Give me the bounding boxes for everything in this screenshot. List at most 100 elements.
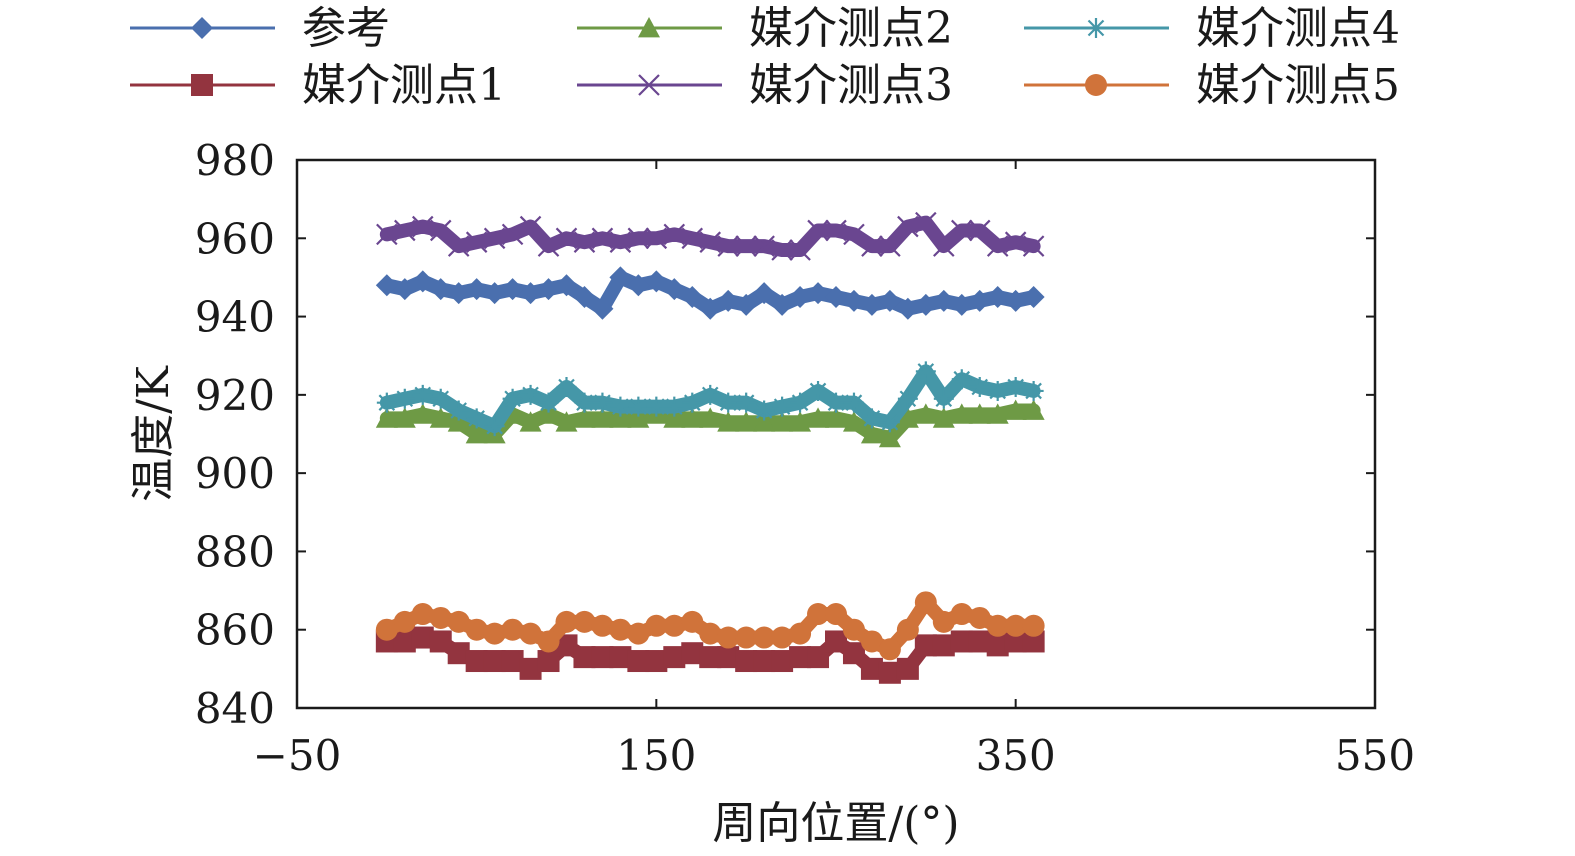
- data-point: [808, 380, 829, 401]
- data-point: [502, 388, 523, 409]
- data-point: [771, 411, 794, 432]
- legend-item: 媒介测点3: [577, 60, 953, 111]
- y-tick-label: 900: [195, 449, 275, 498]
- legend-label: 媒介测点3: [749, 60, 953, 111]
- data-point: [700, 384, 721, 405]
- data-point: [753, 235, 775, 257]
- data-point: [393, 407, 416, 428]
- data-point: [448, 400, 469, 421]
- data-point: [645, 614, 668, 637]
- data-point: [681, 610, 704, 633]
- series-layer: [375, 211, 1045, 684]
- data-point: [879, 412, 900, 433]
- data-point: [466, 408, 487, 429]
- data-point: [860, 423, 883, 444]
- data-point: [896, 297, 919, 320]
- data-point: [736, 392, 757, 413]
- legend-label: 媒介测点2: [749, 3, 953, 54]
- data-point: [1022, 286, 1045, 308]
- legend-label: 媒介测点4: [1196, 3, 1400, 54]
- data-point: [771, 626, 794, 649]
- data-point: [465, 278, 488, 301]
- data-point: [465, 618, 488, 641]
- data-point: [1004, 399, 1027, 420]
- y-tick-label: 920: [195, 371, 275, 420]
- data-point: [501, 278, 524, 301]
- data-point: [860, 657, 883, 680]
- data-point: [1022, 614, 1045, 637]
- series-6: [375, 591, 1045, 661]
- data-point: [771, 293, 794, 316]
- data-point: [825, 603, 847, 626]
- data-point: [411, 215, 434, 238]
- series-1: [375, 266, 1045, 320]
- data-point: [878, 638, 901, 661]
- data-point: [627, 650, 650, 673]
- data-point: [663, 646, 686, 669]
- data-point: [628, 396, 649, 417]
- data-point: [394, 388, 415, 409]
- data-point: [717, 646, 740, 669]
- data-point: [914, 403, 937, 424]
- data-point: [483, 622, 506, 645]
- data-point: [376, 223, 398, 246]
- data-point: [950, 219, 973, 242]
- data-point: [681, 286, 704, 308]
- data-point: [429, 630, 452, 653]
- data-point: [573, 231, 596, 253]
- data-point: [915, 361, 936, 382]
- legend-marker: [638, 74, 660, 96]
- data-point: [825, 286, 847, 308]
- legend-marker: [638, 17, 660, 38]
- data-point: [573, 286, 596, 308]
- data-point: [987, 380, 1008, 401]
- data-point: [699, 622, 722, 645]
- data-point: [663, 278, 686, 301]
- data-point: [555, 411, 578, 432]
- data-point: [393, 610, 416, 633]
- data-point: [825, 219, 847, 242]
- data-point: [807, 407, 830, 428]
- x-tick-label: −50: [253, 731, 342, 780]
- data-point: [627, 407, 650, 428]
- data-point: [393, 630, 416, 653]
- data-point: [556, 377, 577, 398]
- data-point: [1023, 380, 1044, 401]
- data-point: [968, 606, 991, 629]
- legend-item: 媒介测点5: [1024, 60, 1400, 111]
- data-point: [699, 407, 722, 428]
- data-point: [718, 392, 739, 413]
- legend-item: 媒介测点4: [1024, 3, 1400, 54]
- x-axis: −50 150 350 550: [253, 160, 1415, 780]
- data-point: [897, 215, 919, 238]
- data-point: [825, 407, 847, 428]
- data-point: [950, 293, 973, 316]
- data-point: [663, 223, 686, 246]
- series-4: [376, 211, 1045, 261]
- data-point: [591, 297, 614, 320]
- data-point: [447, 235, 470, 257]
- legend-item: 媒介测点2: [577, 3, 953, 54]
- x-tick-label: 550: [1335, 731, 1415, 780]
- data-point: [986, 235, 1009, 257]
- data-point: [753, 282, 776, 305]
- data-point: [753, 626, 776, 649]
- data-point: [394, 219, 416, 242]
- y-axis: 840 860 880 900 920 940 960 980: [195, 136, 1375, 733]
- data-point: [663, 614, 686, 637]
- data-point: [555, 610, 578, 633]
- data-point: [519, 657, 542, 680]
- data-point: [591, 407, 614, 428]
- data-point: [735, 293, 758, 316]
- y-tick-label: 960: [195, 214, 275, 263]
- data-point: [968, 630, 991, 653]
- data-point: [609, 646, 632, 669]
- data-point: [986, 614, 1009, 637]
- y-axis-title: 温度/K: [128, 365, 179, 502]
- data-point: [914, 591, 937, 614]
- data-point: [986, 403, 1009, 424]
- data-point: [483, 282, 506, 305]
- data-point: [771, 239, 793, 261]
- legend-label: 媒介测点1: [302, 60, 506, 111]
- data-point: [879, 235, 901, 257]
